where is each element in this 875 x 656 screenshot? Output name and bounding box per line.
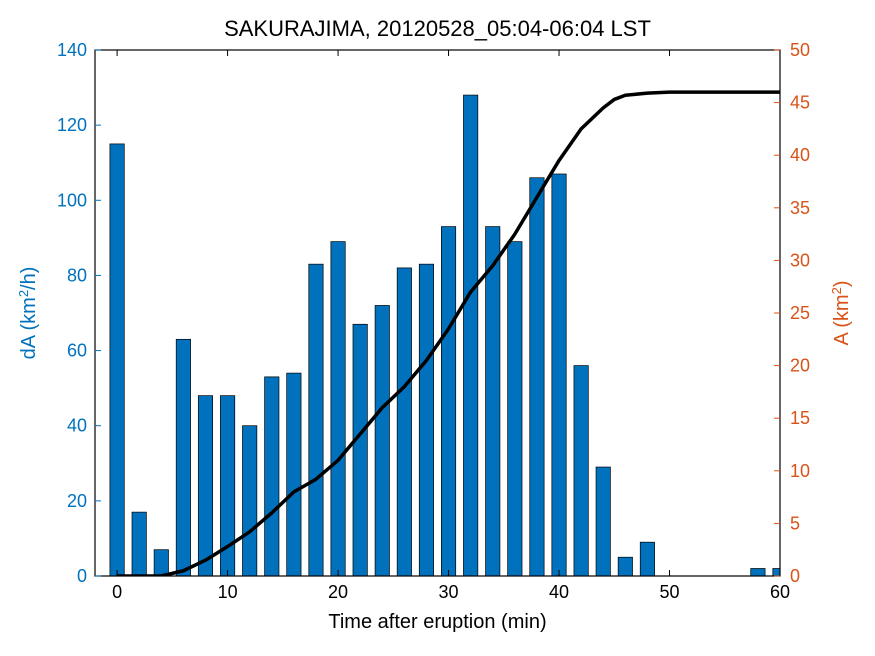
bar	[353, 324, 367, 576]
x-tick-label: 0	[112, 582, 122, 602]
bar	[331, 242, 345, 576]
x-tick-label: 40	[549, 582, 569, 602]
bar	[419, 264, 433, 576]
bar	[640, 542, 654, 576]
bar	[242, 426, 256, 576]
bar	[132, 512, 146, 576]
bar	[198, 396, 212, 576]
bar	[265, 377, 279, 576]
bar	[508, 242, 522, 576]
y-right-tick-label: 50	[790, 40, 810, 60]
x-tick-label: 50	[660, 582, 680, 602]
y-right-tick-label: 35	[790, 198, 810, 218]
y-right-tick-label: 25	[790, 303, 810, 323]
bar	[441, 227, 455, 576]
x-axis-label: Time after eruption (min)	[328, 611, 546, 633]
bar	[110, 144, 124, 576]
bar	[574, 366, 588, 576]
bar	[530, 178, 544, 576]
x-tick-label: 30	[439, 582, 459, 602]
x-tick-label: 60	[770, 582, 790, 602]
y-left-tick-label: 80	[67, 265, 87, 285]
bar	[309, 264, 323, 576]
bar	[552, 174, 566, 576]
bar	[596, 467, 610, 576]
y-right-tick-label: 5	[790, 513, 800, 533]
y-left-tick-label: 60	[67, 341, 87, 361]
bar	[618, 557, 632, 576]
y-left-label-group: dA (km2/h)	[16, 267, 41, 360]
bar	[397, 268, 411, 576]
y-right-tick-label: 30	[790, 250, 810, 270]
y-right-tick-label: 10	[790, 461, 810, 481]
y-right-tick-label: 0	[790, 566, 800, 586]
bar	[154, 550, 168, 576]
bar	[287, 373, 301, 576]
y-right-tick-label: 20	[790, 356, 810, 376]
plot-area	[95, 50, 780, 576]
y-right-tick-label: 15	[790, 408, 810, 428]
chart-title: SAKURAJIMA, 20120528_05:04-06:04 LST	[224, 16, 651, 41]
y-left-tick-label: 20	[67, 491, 87, 511]
y-left-tick-label: 120	[57, 115, 87, 135]
x-tick-label: 10	[218, 582, 238, 602]
y-left-tick-label: 0	[77, 566, 87, 586]
bar	[176, 339, 190, 576]
y-left-tick-label: 140	[57, 40, 87, 60]
chart-svg: 0102030405060Time after eruption (min)02…	[0, 0, 875, 656]
y-left-tick-label: 100	[57, 190, 87, 210]
y-right-tick-label: 45	[790, 93, 810, 113]
chart-container: 0102030405060Time after eruption (min)02…	[0, 0, 875, 656]
bar	[375, 305, 389, 576]
x-tick-label: 20	[328, 582, 348, 602]
y-left-label: dA (km2/h)	[16, 267, 41, 360]
bar	[486, 227, 500, 576]
bar	[751, 568, 765, 576]
y-right-tick-label: 40	[790, 145, 810, 165]
bar	[463, 95, 477, 576]
y-left-tick-label: 40	[67, 416, 87, 436]
